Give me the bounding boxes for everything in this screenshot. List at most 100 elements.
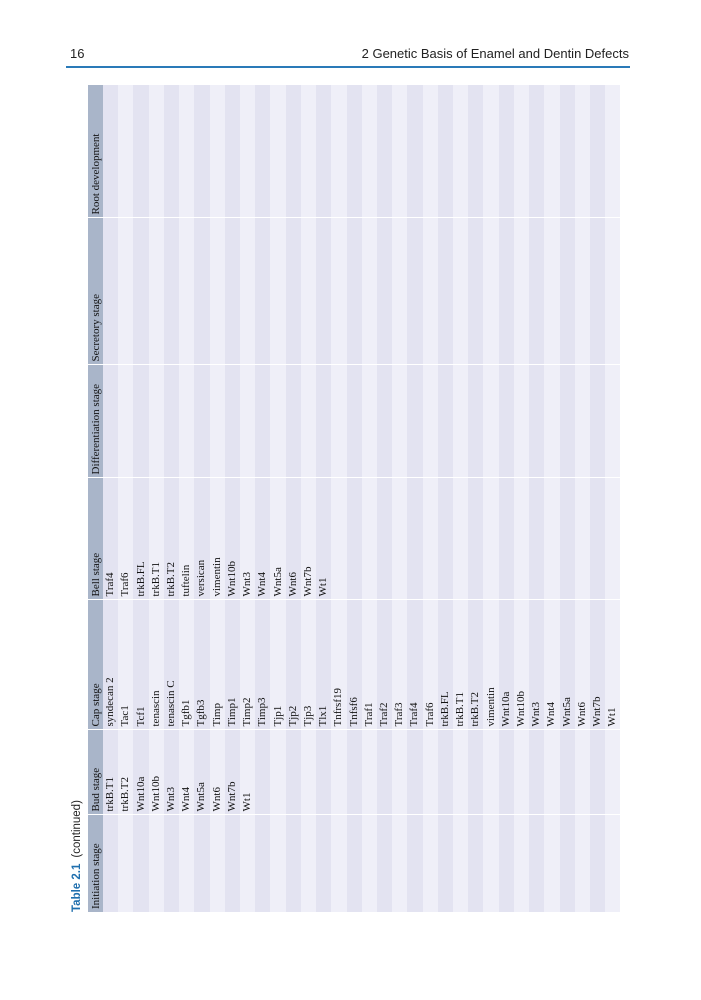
empty-cell bbox=[285, 85, 301, 218]
empty-cell bbox=[468, 218, 484, 365]
table-label: Table 2.1 bbox=[71, 863, 83, 912]
table-cell: trkB.T1 bbox=[148, 478, 164, 600]
empty-cell bbox=[529, 730, 545, 815]
table-row: Wnt5a Tgfb3 versican bbox=[194, 85, 210, 912]
empty-cell bbox=[133, 85, 149, 218]
empty-cell bbox=[544, 218, 560, 365]
table-cell: Tnfrsf19 bbox=[331, 600, 347, 730]
table-cell: Wnt10a bbox=[133, 730, 149, 815]
table-cell: trkB.T2 bbox=[468, 600, 484, 730]
empty-cell bbox=[559, 730, 575, 815]
empty-cell bbox=[239, 218, 256, 365]
table-cell: Tcf1 bbox=[133, 600, 149, 730]
page-number: 16 bbox=[70, 46, 85, 61]
empty-cell bbox=[163, 365, 180, 478]
empty-cell bbox=[437, 218, 454, 365]
empty-cell bbox=[437, 478, 454, 600]
empty-cell bbox=[590, 218, 606, 365]
empty-cell bbox=[529, 815, 545, 912]
empty-cell bbox=[513, 478, 530, 600]
empty-cell bbox=[346, 730, 362, 815]
empty-cell bbox=[316, 365, 332, 478]
table-cell: Wnt6 bbox=[574, 600, 590, 730]
table-row: Tjp3 Wnt7b bbox=[300, 85, 317, 912]
table-cell: Tjp1 bbox=[270, 600, 286, 730]
empty-cell bbox=[529, 218, 545, 365]
table-cell: Traf6 bbox=[118, 478, 134, 600]
column-header: Cap stage bbox=[88, 600, 103, 730]
table-cell: trkB.FL bbox=[437, 600, 454, 730]
empty-cell bbox=[209, 85, 225, 218]
empty-cell bbox=[453, 365, 469, 478]
table-row: Wnt10a Tcf1 trkB.FL bbox=[133, 85, 149, 912]
empty-cell bbox=[453, 815, 469, 912]
empty-cell bbox=[118, 85, 134, 218]
empty-cell bbox=[453, 730, 469, 815]
empty-cell bbox=[498, 815, 514, 912]
empty-cell bbox=[605, 85, 621, 218]
empty-cell bbox=[483, 365, 499, 478]
empty-cell bbox=[148, 815, 164, 912]
empty-cell bbox=[376, 85, 393, 218]
empty-cell bbox=[574, 365, 590, 478]
table: Initiation stage Bud stage Cap stage Bell s… bbox=[88, 85, 621, 912]
table-row: Wnt4 Tgfb1 tuftelin bbox=[179, 85, 195, 912]
empty-cell bbox=[194, 85, 210, 218]
table-cell: Wnt3 bbox=[239, 478, 256, 600]
empty-cell bbox=[498, 365, 514, 478]
empty-cell bbox=[422, 218, 438, 365]
table-row: Tjp2 Wnt6 bbox=[285, 85, 301, 912]
empty-cell bbox=[407, 365, 423, 478]
empty-cell bbox=[148, 218, 164, 365]
table-row: Traf1 bbox=[361, 85, 377, 912]
table-row: Wt1 Timp2 Wnt3 bbox=[239, 85, 256, 912]
empty-cell bbox=[422, 85, 438, 218]
table-row: trkB.FL bbox=[437, 85, 454, 912]
empty-cell bbox=[544, 815, 560, 912]
empty-cell bbox=[544, 85, 560, 218]
table-cell: Wnt10b bbox=[224, 478, 240, 600]
table-cell: Traf1 bbox=[361, 600, 377, 730]
table-row: Traf2 bbox=[376, 85, 393, 912]
empty-cell bbox=[285, 365, 301, 478]
empty-cell bbox=[605, 218, 621, 365]
empty-cell bbox=[605, 815, 621, 912]
table-cell: trkB.T2 bbox=[163, 478, 180, 600]
table-row: Tjp1 Wnt5a bbox=[270, 85, 286, 912]
table-row: trkB.T2 Tac1 Traf6 bbox=[118, 85, 134, 912]
empty-cell bbox=[559, 218, 575, 365]
empty-cell bbox=[574, 218, 590, 365]
table-cell: Wnt7b bbox=[300, 478, 317, 600]
table-cell: Wnt5a bbox=[559, 600, 575, 730]
empty-cell bbox=[179, 218, 195, 365]
empty-cell bbox=[118, 218, 134, 365]
empty-cell bbox=[209, 218, 225, 365]
empty-cell bbox=[590, 478, 606, 600]
column-header: Secretory stage bbox=[88, 218, 103, 365]
empty-cell bbox=[163, 815, 180, 912]
table-cell: trkB.T2 bbox=[118, 730, 134, 815]
table-cell: Wt1 bbox=[316, 478, 332, 600]
table-cell: Wt1 bbox=[239, 730, 256, 815]
empty-cell bbox=[270, 730, 286, 815]
empty-cell bbox=[163, 85, 180, 218]
empty-cell bbox=[224, 85, 240, 218]
table-cell: Wnt10a bbox=[498, 600, 514, 730]
empty-cell bbox=[529, 85, 545, 218]
empty-cell bbox=[103, 85, 119, 218]
empty-cell bbox=[422, 815, 438, 912]
table-cell: Timp3 bbox=[255, 600, 271, 730]
empty-cell bbox=[453, 478, 469, 600]
empty-cell bbox=[422, 730, 438, 815]
empty-cell bbox=[194, 815, 210, 912]
empty-cell bbox=[331, 730, 347, 815]
empty-cell bbox=[376, 815, 393, 912]
empty-cell bbox=[239, 85, 256, 218]
column-header: Initiation stage bbox=[88, 815, 103, 912]
empty-cell bbox=[574, 730, 590, 815]
column-header: Bud stage bbox=[88, 730, 103, 815]
empty-cell bbox=[407, 478, 423, 600]
empty-cell bbox=[255, 85, 271, 218]
